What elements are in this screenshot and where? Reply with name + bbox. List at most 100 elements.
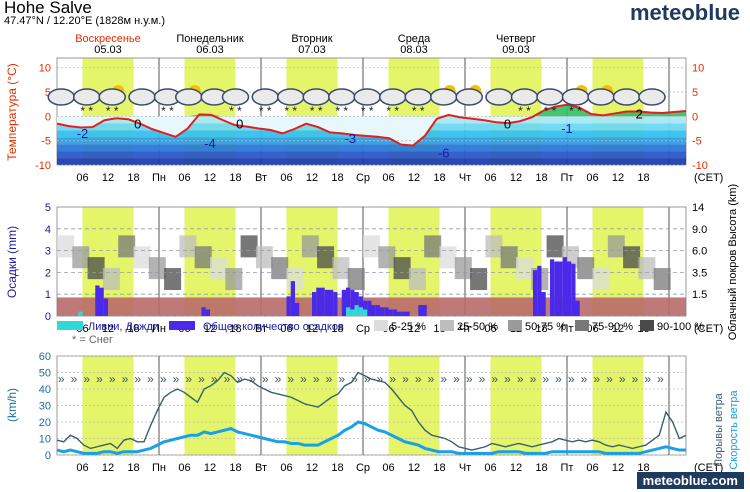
wind-direction-arrow: »	[275, 372, 282, 386]
cloud-icon	[561, 88, 590, 106]
temp-data-label: 2	[636, 107, 643, 122]
cold-band	[57, 144, 686, 152]
snow-icon: * *	[284, 104, 297, 118]
temp-tick-label: -10	[35, 160, 51, 172]
cloud-icon	[485, 88, 513, 106]
snow-icon: * *	[335, 104, 348, 118]
cloud-cover-cell	[72, 246, 90, 269]
precip-bar	[533, 270, 538, 316]
precip-bar	[329, 289, 334, 316]
cloud-cover-cell	[164, 268, 182, 291]
precip-bar	[290, 281, 295, 316]
temp-axis-label: Температура (°C)	[5, 63, 19, 160]
cloud-icon	[510, 88, 539, 106]
wind-direction-arrow: »	[428, 372, 435, 386]
temp-tick-label-right: -5	[692, 136, 702, 148]
day-abbr-label: Пн	[152, 462, 166, 474]
precip-tick-label: 5	[45, 202, 51, 214]
temp-data-label: -1	[561, 121, 573, 136]
day-abbr-label: Чт	[459, 172, 471, 184]
precip-tick-label: 2	[45, 267, 51, 279]
cloud-icon	[175, 88, 203, 106]
cloud-cover-cell	[439, 246, 457, 269]
windspeed-axis-label: Скорость ветра	[728, 389, 740, 469]
cloud-icon	[379, 88, 407, 106]
legend-cloud-swatch	[440, 320, 454, 331]
temp-tick-label-right: 5	[692, 87, 698, 99]
hour-tick-label: 18	[535, 172, 547, 184]
legend-cloud-label: 5-25 %	[391, 321, 426, 333]
wind-direction-arrow: »	[619, 372, 626, 386]
cloud-cover-cell	[546, 235, 564, 258]
wind-direction-arrow: »	[326, 372, 333, 386]
wind-direction-arrow: »	[517, 372, 524, 386]
day-abbr-label: Чт	[459, 323, 471, 335]
precip-bar	[418, 305, 423, 316]
precip-bar	[350, 289, 355, 316]
wind-direction-arrow: »	[389, 372, 396, 386]
cloud-cover-cell	[317, 246, 335, 269]
day-abbr-label: Вт	[255, 462, 267, 474]
location-title: Hohe Salve	[4, 0, 92, 17]
cloud-cover-cell	[592, 268, 610, 291]
hour-tick-label: 18	[535, 462, 547, 474]
day-abbr-label: Вт	[255, 172, 267, 184]
wind-direction-arrow: »	[453, 372, 460, 386]
cloud-cover-cell	[638, 257, 656, 280]
hour-tick-label: 12	[102, 172, 114, 184]
cloud-icon	[302, 88, 330, 106]
wind-direction-arrow: »	[364, 372, 371, 386]
wind-direction-arrow: »	[657, 372, 664, 386]
location-coordinates: 47.47°N / 12.20°E (1828м н.у.м.)	[4, 15, 165, 27]
precip-bar	[537, 265, 542, 316]
hour-tick-label: 06	[484, 172, 496, 184]
wind-direction-arrow: »	[504, 372, 511, 386]
hour-tick-label: 06	[280, 172, 292, 184]
cloud-icon	[485, 88, 513, 106]
wind-direction-arrow: »	[83, 372, 90, 386]
footer-brand[interactable]: meteoblue.com	[636, 472, 744, 489]
precip-bar	[320, 287, 325, 316]
snow-icon: * *	[106, 104, 119, 118]
snow-icon: * *	[544, 104, 557, 118]
wind-direction-arrow: »	[134, 372, 141, 386]
sun-cloud-snow-icon: * *	[561, 85, 590, 118]
precip-bar	[324, 289, 329, 316]
temperature-panel: 06 12 18 06 12 18 Пн 06 12 18 Вт 06 12 18 Ср 06 12 18 Чт 06…	[5, 33, 723, 184]
hour-tick-label: 12	[408, 323, 420, 335]
legend-cloud-label: 90-100 %	[657, 321, 704, 333]
brand-logo[interactable]: meteoblue	[629, 0, 740, 25]
legend-cloud-swatch	[508, 320, 522, 331]
cloud-icon	[128, 88, 156, 106]
precip-bar	[367, 300, 372, 316]
temp-tick-label: 5	[45, 87, 51, 99]
wind-direction-arrow: »	[555, 372, 562, 386]
cloud-icon	[328, 88, 356, 106]
wind-tick-label: 0	[45, 450, 51, 462]
day-date: 05.03	[94, 44, 122, 56]
cloud-icon	[430, 88, 458, 106]
temp-tick-label-right: -10	[692, 160, 708, 172]
wind-direction-arrow: »	[249, 372, 256, 386]
cloud-icon	[638, 88, 666, 106]
cloud-cover-cell	[57, 235, 74, 258]
cloud-snow-icon: * *	[221, 88, 250, 118]
cloud-cover-cell	[623, 246, 641, 269]
cloud-cover-cell	[378, 246, 396, 269]
wind-direction-arrow: »	[287, 372, 294, 386]
cloud-icon	[47, 88, 75, 106]
cloud-icon	[98, 88, 126, 106]
cloud-icon	[612, 88, 641, 106]
shower-bar	[354, 305, 359, 316]
precip-bar	[401, 311, 406, 316]
precip-bar	[405, 311, 410, 316]
day-date: 09.03	[502, 44, 530, 56]
day-name: Среда	[398, 33, 431, 45]
cloud-cover-cell	[148, 257, 166, 280]
cloud-icon	[221, 88, 250, 106]
day-abbr-label: Пн	[152, 323, 166, 335]
hour-tick-label: 12	[612, 172, 624, 184]
cloud-cover-cell	[454, 257, 472, 280]
precip-bar	[575, 300, 580, 316]
precip-bar	[341, 289, 346, 316]
